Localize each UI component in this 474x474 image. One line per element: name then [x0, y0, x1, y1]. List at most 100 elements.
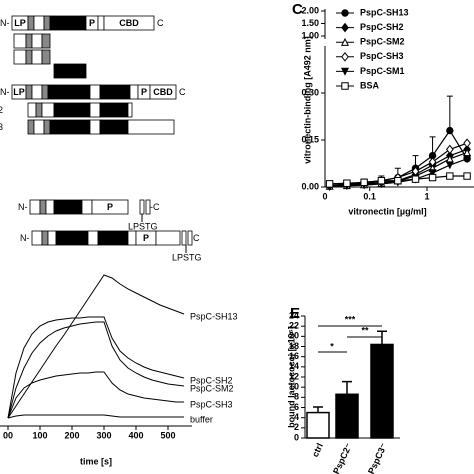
domain-box	[99, 119, 129, 135]
marker	[446, 126, 454, 135]
domain-box	[49, 119, 91, 135]
domain-box	[31, 33, 43, 49]
legend-marker	[341, 9, 349, 17]
domain-box	[129, 84, 139, 100]
domain-box	[127, 102, 133, 118]
terminus-label: N-	[18, 202, 28, 212]
y-axis-title: vitronectin-binding [A492 nm]	[302, 36, 312, 164]
domain-box	[89, 119, 101, 135]
series-line	[7, 274, 185, 419]
terminus-label: C	[179, 87, 186, 97]
y-tick-label: 1.00	[301, 30, 319, 40]
domain-label: LP	[13, 87, 25, 97]
bar	[335, 393, 359, 439]
domain-box	[41, 230, 49, 246]
marker	[428, 152, 437, 160]
domain-box	[41, 84, 49, 100]
motif-label: LPSTG	[172, 252, 202, 262]
series-line	[7, 371, 184, 419]
domain-label: CBD	[153, 87, 173, 97]
domain-label: LP	[14, 18, 26, 28]
domain-label: R2	[107, 233, 119, 243]
terminus-label: N-	[0, 18, 10, 28]
domain-box	[53, 102, 91, 118]
marker	[325, 180, 334, 188]
y-tick-label: 0.30	[301, 87, 319, 97]
domain-box	[25, 84, 33, 100]
x-tick-label: 300	[96, 430, 111, 440]
domain-box	[27, 102, 37, 118]
y-tick-label: 22	[289, 321, 299, 331]
domain-box	[31, 84, 43, 100]
x-tick-label: 100	[32, 430, 47, 440]
annotation: **	[361, 325, 369, 335]
bar	[306, 411, 330, 439]
marker	[360, 178, 368, 186]
error-bar	[446, 95, 453, 131]
marker	[445, 144, 454, 155]
marker	[446, 172, 454, 180]
domain-label: P	[141, 87, 147, 97]
legend-label: PspC-SH13	[360, 7, 409, 17]
y-tick-label: 12	[289, 371, 299, 381]
bar	[370, 343, 394, 439]
series-label: buffer	[190, 414, 213, 424]
marker	[343, 179, 351, 187]
marker	[463, 155, 472, 164]
domain-box	[41, 102, 55, 118]
legend-label: PspC-SH2	[360, 22, 404, 32]
series-line	[7, 414, 184, 419]
error-bar	[377, 330, 387, 345]
x-tick-label: PspC2⁻	[331, 441, 354, 474]
domain-box	[139, 199, 145, 215]
y-axis-title: bound lactococci [x10⁶]	[286, 326, 296, 428]
legend-label: BSA	[360, 80, 380, 90]
series-label: PspC-SH2	[190, 375, 233, 385]
y-tick-label: 1.50	[301, 18, 319, 28]
marker	[428, 173, 437, 182]
legend-label: PspC-SM2	[360, 37, 405, 47]
domain-box	[99, 102, 129, 118]
terminus-label: 3	[0, 122, 3, 132]
domain-label: R2	[62, 18, 74, 28]
marker	[411, 166, 420, 177]
domain-label: R1	[66, 233, 78, 243]
y-tick-label: 2.00	[301, 5, 319, 15]
domain-box	[13, 33, 27, 49]
domain-box	[89, 102, 101, 118]
terminus-label: 2	[0, 105, 3, 115]
x-tick-label: ctrl	[310, 442, 325, 459]
domain-box	[89, 84, 101, 100]
y-tick-label: 0	[294, 432, 299, 442]
x-axis-title: vitronectin [µg/ml]	[348, 206, 426, 216]
domain-box	[29, 199, 41, 215]
y-tick-label: 8	[294, 392, 299, 402]
motif-label: LPSTG	[128, 221, 158, 231]
terminus-label: N-	[20, 233, 30, 243]
domain-box	[187, 230, 193, 246]
domain-box	[41, 49, 51, 65]
series-line	[7, 316, 185, 419]
series-label: PspC-SM2	[190, 383, 234, 393]
x-tick-label: 200	[64, 430, 79, 440]
domain-box	[27, 119, 35, 135]
domain-box	[45, 199, 55, 215]
x-tick-label: 0	[322, 191, 327, 201]
domain-box	[33, 15, 45, 31]
x-tick-label: 400	[128, 430, 143, 440]
terminus-label: N-	[0, 87, 10, 97]
panel-label: E	[290, 305, 300, 322]
domain-box	[41, 33, 51, 49]
terminus-label: C	[193, 233, 200, 243]
significance: *** ** *	[318, 314, 382, 353]
domain-box	[97, 15, 105, 31]
domain-box	[39, 199, 47, 215]
domain-box	[31, 49, 43, 65]
legend-marker	[341, 51, 349, 62]
terminus-label: C	[157, 18, 164, 28]
x-tick-label: 1	[425, 191, 430, 201]
y-tick-label: 20	[289, 331, 299, 341]
domain-label: P	[89, 18, 95, 28]
error-bar	[313, 406, 323, 413]
